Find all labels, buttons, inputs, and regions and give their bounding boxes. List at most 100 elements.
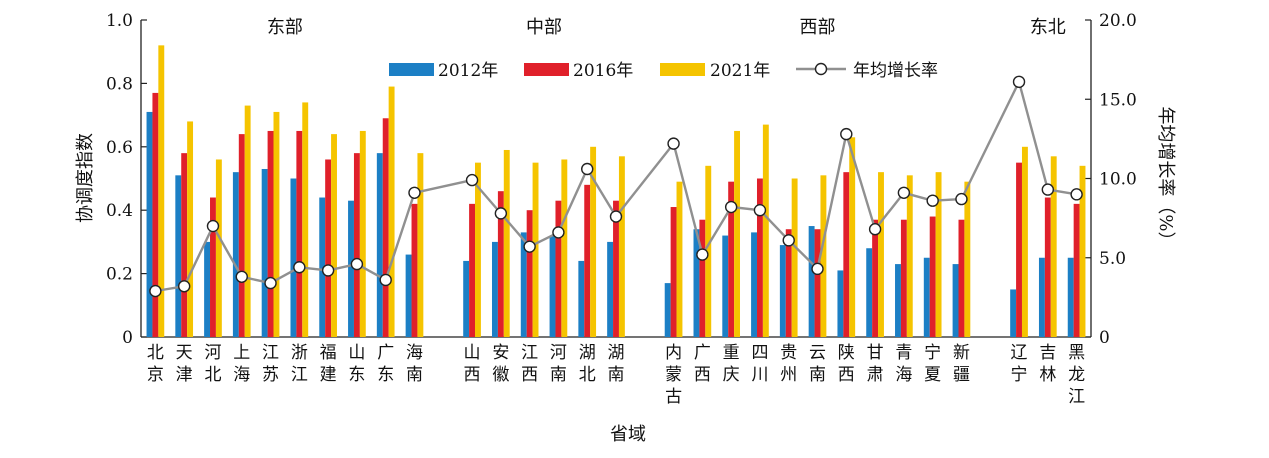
x-tick-label: 新 [953,343,970,363]
bar-2016 [613,200,619,337]
legend-label-2016: 2016年 [573,61,633,81]
legend-swatch-2021 [660,63,705,76]
rate-point [465,173,479,187]
bar-2021 [532,162,539,337]
bar-2021 [331,134,337,337]
rate-point [523,240,536,253]
x-tick-label: 青 [895,343,912,363]
rate-point [293,261,306,274]
rate-point [782,234,795,247]
bar-2012 [290,178,297,337]
x-tick-label: 宁 [1011,365,1028,385]
bar-2012 [348,200,354,337]
bar-2016 [1073,203,1080,337]
rate-point [724,200,738,214]
rate-point [1012,75,1026,89]
bar-2016 [900,219,907,337]
x-tick-label: 北 [204,365,221,385]
x-tick-label: 南 [550,365,567,385]
bar-2021 [791,178,798,337]
y-tick-label: 0 [122,328,133,348]
bar-2016 [929,216,936,337]
bar-2012 [837,270,844,337]
bar-2021 [906,175,913,337]
rate-point [811,262,824,276]
x-tick-label: 西 [694,365,711,385]
x-tick-label: 云 [809,343,826,363]
bar-2021 [302,102,309,337]
x-tick-label: 州 [780,365,797,385]
rate-point [868,223,882,236]
legend-swatch-2016 [524,63,569,76]
bar-2016 [670,207,677,337]
bar-2021 [762,124,769,337]
bar-2021 [359,130,366,337]
bar-2021 [503,149,510,337]
bar-2021 [935,172,942,337]
bar-2016 [1044,197,1051,337]
x-tick-label: 贵 [780,343,797,363]
bar-2016 [728,181,735,337]
bar-2016 [469,203,476,337]
rate-line-layer [149,75,1083,298]
x-tick-label: 南 [608,365,625,385]
bar-2016 [526,210,533,337]
x-tick-label: 东 [377,365,394,385]
x-tick-label: 江 [291,365,308,385]
legend-marker-rate [814,62,828,76]
x-tick-label: 天 [176,343,193,363]
bar-2012 [146,111,153,338]
x-tick-label: 南 [809,365,826,385]
bar-2021 [849,137,856,337]
rate-point [177,280,191,293]
x-tick-label: 江 [1068,387,1085,407]
bar-2021 [561,159,568,337]
bar-2012 [664,283,671,337]
bar-2012 [232,172,239,337]
bar-2021 [878,172,884,337]
rate-point [840,127,853,141]
bar-2012 [549,235,556,337]
y-tick-label: 0.8 [106,74,133,94]
x-tick-label: 广 [377,343,394,363]
x-tick-label: 林 [1039,365,1056,385]
y-tick-label: 1.0 [106,11,133,31]
bar-2021 [388,86,395,337]
x-tick-label: 河 [550,343,567,363]
rate-point [149,284,162,298]
rate-point [235,270,248,283]
x-tick-label: 龙 [1068,365,1085,385]
bar-2012 [1067,257,1074,337]
legend: 2012年 2016年 2021年 年均增长率 [389,61,938,81]
bar-2016 [785,229,792,337]
bar-2016 [296,130,303,337]
bar-2016 [181,153,188,337]
bar-2016 [411,203,418,337]
y-axis-title: 协调度指数 [75,133,96,223]
bar-2016 [382,118,389,338]
y-tick-label: 0.2 [106,265,133,285]
rate-point [955,192,968,206]
x-tick-label: 浙 [291,343,308,363]
bar-2016 [872,219,879,337]
bar-2016 [814,229,821,337]
rate-point [897,186,911,199]
x-tick-label: 山 [464,343,481,363]
bar-2012 [405,254,412,337]
x-tick-label: 徽 [492,365,509,385]
bar-2021 [475,162,481,337]
x-tick-label: 重 [723,343,740,363]
x-tick-label: 内 [665,343,682,363]
x-tick-label: 川 [751,365,768,385]
bar-2021 [273,111,280,338]
x-tick-label: 肃 [867,365,884,385]
bar-2016 [699,219,706,337]
region-label: 东部 [267,17,303,38]
x-tick-label: 西 [838,365,855,385]
bar-2016 [238,134,245,337]
bars-layer [146,45,1086,338]
bar-2012 [376,153,383,337]
x-tick-label: 北 [579,365,596,385]
y2-axis-title: 年均增长率（%） [1155,106,1176,249]
x-tick-label: 疆 [953,365,970,385]
